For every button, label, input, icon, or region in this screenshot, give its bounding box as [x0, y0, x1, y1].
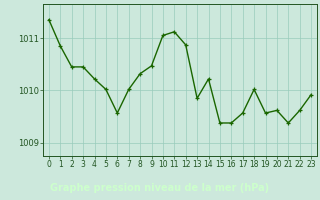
Text: Graphe pression niveau de la mer (hPa): Graphe pression niveau de la mer (hPa) [51, 183, 269, 193]
